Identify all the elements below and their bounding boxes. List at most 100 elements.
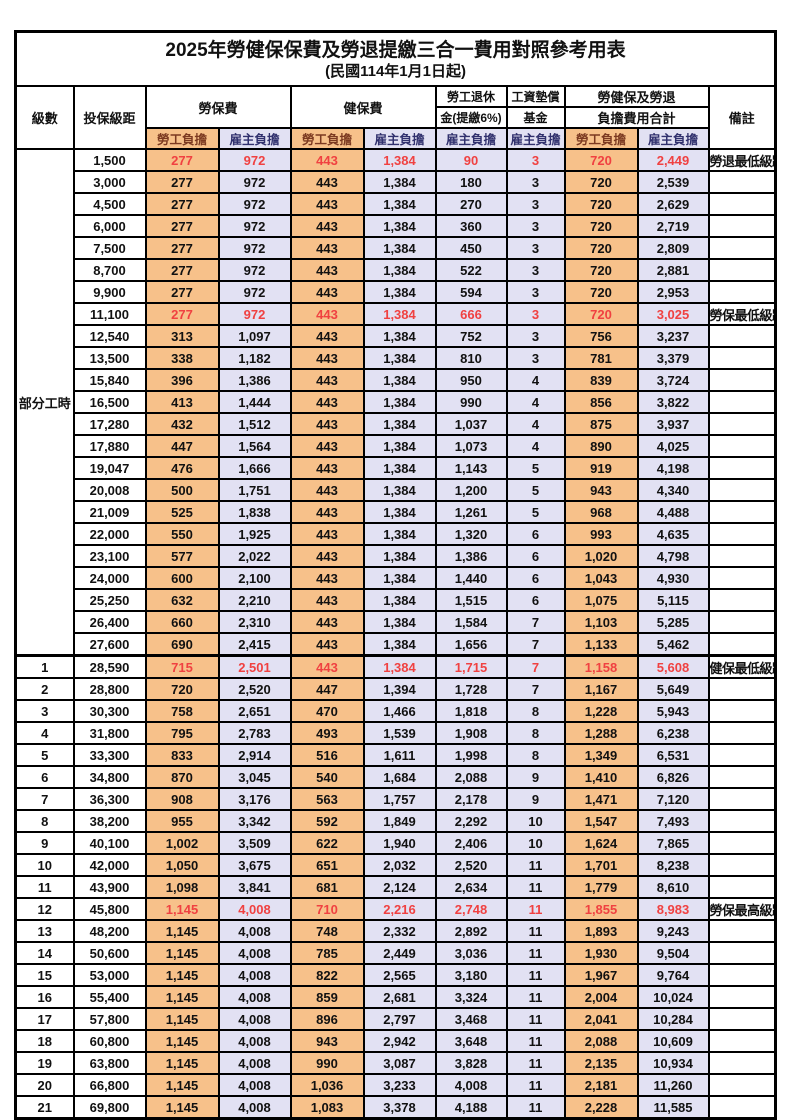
bracket-cell: 24,000 [72, 566, 147, 590]
health-employer-cell: 1,384 [362, 148, 437, 172]
pension-employer-cell: 2,748 [434, 897, 508, 921]
health-employer-cell: 2,942 [362, 1029, 437, 1053]
bracket-cell: 23,100 [72, 544, 147, 568]
health-employee-cell: 748 [289, 919, 365, 943]
labor-employee-cell: 1,145 [144, 941, 220, 965]
health-employer-cell: 1,384 [362, 456, 437, 480]
total-employer-cell: 5,608 [636, 654, 710, 679]
pension-employer-cell: 752 [434, 324, 508, 348]
pension-employer-cell: 90 [434, 148, 508, 172]
health-employer-cell: 2,124 [362, 875, 437, 899]
labor-employer-cell: 972 [217, 214, 292, 238]
bracket-cell: 11,100 [72, 302, 147, 326]
table-row: 9 40,100 1,002 3,509 622 1,940 2,406 10 1,624 7,8… [14, 831, 777, 855]
total-employer-cell: 9,764 [636, 963, 710, 987]
labor-employee-cell: 525 [144, 500, 220, 524]
wage-fund-employer-cell: 8 [505, 743, 566, 767]
labor-employee-cell: 277 [144, 236, 220, 260]
labor-employer-cell: 1,751 [217, 478, 292, 502]
table-row: 27,600 690 2,415 443 1,384 1,656 7 1,133 5,462 [16, 632, 777, 657]
table-row: 18 60,800 1,145 4,008 943 2,942 3,648 11 2,088 10… [14, 1029, 777, 1053]
health-employee-cell: 443 [289, 610, 365, 634]
total-employee-cell: 993 [563, 522, 639, 546]
header-row-2: 金(提繳6%) 基金 負擔費用合計 [16, 106, 776, 129]
total-employer-cell: 7,493 [636, 809, 710, 833]
total-employer-cell: 7,865 [636, 831, 710, 855]
health-employee-cell: 443 [289, 434, 365, 458]
bracket-cell: 13,500 [72, 346, 147, 370]
pension-employer-cell: 270 [434, 192, 508, 216]
pension-employer-cell: 4,188 [434, 1095, 508, 1120]
wage-fund-employer-cell: 4 [505, 434, 566, 458]
pension-employer-cell: 3,324 [434, 985, 508, 1009]
total-employee-cell: 756 [563, 324, 639, 348]
note-cell [707, 1029, 777, 1053]
pension-employer-cell: 3,828 [434, 1051, 508, 1075]
health-employer-cell: 1,384 [362, 192, 437, 216]
pension-employer-cell: 1,515 [434, 588, 508, 612]
total-employer-cell: 8,610 [636, 875, 710, 899]
note-cell [707, 941, 777, 965]
total-employee-cell: 856 [563, 390, 639, 414]
labor-employer-cell: 2,501 [217, 654, 292, 679]
health-employer-cell: 1,384 [362, 280, 437, 304]
labor-employer-cell: 3,675 [217, 853, 292, 877]
health-employer-cell: 1,384 [362, 346, 437, 370]
pension-employer-cell: 990 [434, 390, 508, 414]
labor-employee-cell: 500 [144, 478, 220, 502]
health-employee-cell: 443 [289, 280, 365, 304]
total-employee-cell: 1,075 [563, 588, 639, 612]
pension-employer-cell: 666 [434, 302, 508, 326]
pension-employer-cell: 2,406 [434, 831, 508, 855]
total-employee-cell: 720 [563, 236, 639, 260]
labor-employee-cell: 1,145 [144, 963, 220, 987]
labor-employee-cell: 1,145 [144, 919, 220, 943]
health-employee-cell: 443 [289, 170, 365, 194]
health-employer-cell: 1,384 [362, 324, 437, 348]
labor-employee-cell: 1,098 [144, 875, 220, 899]
wage-fund-employer-cell: 3 [505, 280, 566, 304]
note-cell [707, 985, 777, 1009]
bracket-cell: 12,540 [72, 324, 147, 348]
bracket-cell: 4,500 [72, 192, 147, 216]
level-cell: 1 [14, 654, 75, 679]
health-employer-cell: 2,332 [362, 919, 437, 943]
health-employee-cell: 990 [289, 1051, 365, 1075]
total-employer-cell: 2,809 [636, 236, 710, 260]
note-cell [707, 368, 777, 392]
labor-employee-cell: 833 [144, 743, 220, 767]
bracket-cell: 34,800 [72, 765, 147, 789]
note-cell [707, 677, 777, 701]
labor-employer-cell: 4,008 [217, 1095, 292, 1120]
note-cell [707, 346, 777, 370]
note-cell [707, 170, 777, 194]
total-employer-cell: 5,943 [636, 699, 710, 723]
total-employer-cell: 2,881 [636, 258, 710, 282]
labor-employee-cell: 720 [144, 677, 220, 701]
wage-fund-employer-cell: 11 [505, 875, 566, 899]
health-employee-cell: 592 [289, 809, 365, 833]
note-cell [707, 1007, 777, 1031]
total-employer-cell: 5,285 [636, 610, 710, 634]
total-employee-cell: 720 [563, 280, 639, 304]
col-header-wage-fund-line1: 工資墊償 [505, 85, 566, 108]
pension-employer-cell: 1,037 [434, 412, 508, 436]
labor-employer-cell: 972 [217, 258, 292, 282]
total-employee-cell: 1,855 [563, 897, 639, 921]
labor-employee-cell: 277 [144, 258, 220, 282]
wage-fund-employer-cell: 9 [505, 765, 566, 789]
table-row: 4 31,800 795 2,783 493 1,539 1,908 8 1,288 6,238 [14, 721, 777, 745]
note-cell [707, 544, 777, 568]
labor-employer-cell: 2,520 [217, 677, 292, 701]
note-cell [707, 787, 777, 811]
health-employee-cell: 443 [289, 236, 365, 260]
bracket-cell: 3,000 [72, 170, 147, 194]
labor-employee-cell: 690 [144, 632, 220, 657]
labor-employer-cell: 972 [217, 302, 292, 326]
bracket-cell: 22,000 [72, 522, 147, 546]
health-employee-cell: 540 [289, 765, 365, 789]
total-employee-cell: 890 [563, 434, 639, 458]
level-cell: 15 [14, 963, 75, 987]
health-employer-cell: 1,384 [362, 302, 437, 326]
labor-employer-cell: 1,512 [217, 412, 292, 436]
